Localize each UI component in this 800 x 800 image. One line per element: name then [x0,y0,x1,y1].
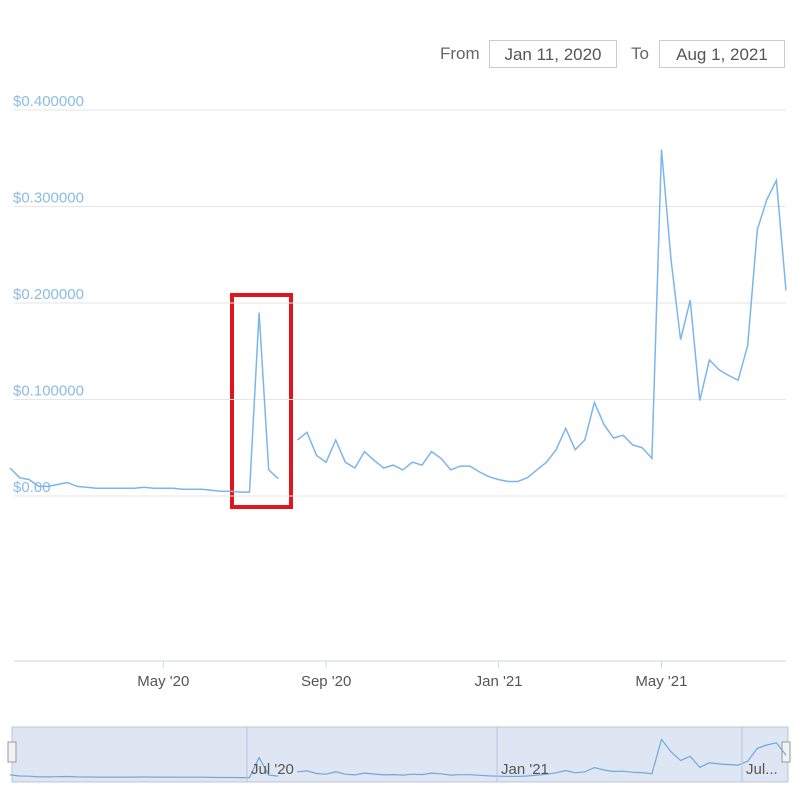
to-input[interactable]: Aug 1, 2021 [659,40,785,68]
navigator-line [9,738,787,779]
from-input[interactable]: Jan 11, 2020 [489,40,617,68]
x-tick-label: May '21 [635,673,687,690]
navigator-handle[interactable] [781,741,791,763]
y-tick-label: $0.400000 [13,93,84,110]
y-tick-label: $0.00 [13,479,51,496]
navigator-label: Jul... [746,761,778,778]
y-tick-label: $0.200000 [13,286,84,303]
x-tick-label: May '20 [137,673,189,690]
highlight-box [230,293,293,509]
x-tick-label: Jan '21 [475,673,523,690]
y-tick-label: $0.300000 [13,189,84,206]
price-line [9,149,787,493]
x-tick-label: Sep '20 [301,673,351,690]
navigator-label: Jan '21 [501,761,549,778]
y-tick-label: $0.100000 [13,382,84,399]
navigator-handle[interactable] [7,741,17,763]
to-label: To [631,44,649,63]
navigator-background [11,726,789,783]
from-label: From [440,44,480,63]
navigator-label: Jul '20 [251,761,294,778]
